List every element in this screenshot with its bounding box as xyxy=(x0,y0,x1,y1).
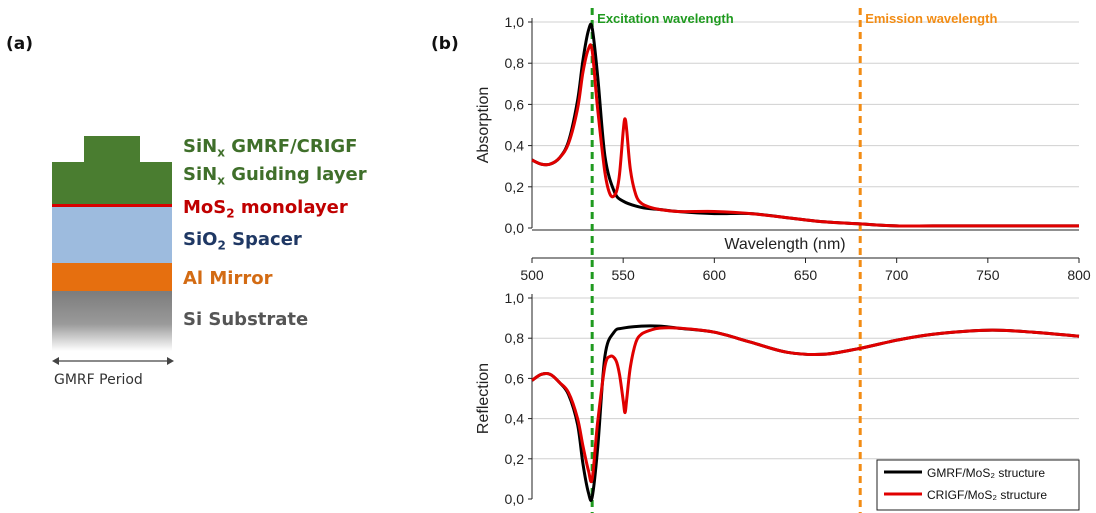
y-tick-label: 0,4 xyxy=(505,138,525,154)
crigf-curve xyxy=(531,43,1080,228)
legend-label: CRIGF/MoS₂ structure xyxy=(927,488,1047,502)
layer-label-mos2: MoS2 monolayer xyxy=(183,197,348,221)
y-axis-label: Absorption xyxy=(475,87,492,164)
layer-label-si: Si Substrate xyxy=(183,309,309,330)
al-mirror xyxy=(52,263,172,291)
period-label: GMRF Period xyxy=(54,372,143,388)
legend: GMRF/MoS₂ structure CRIGF/MoS₂ structure xyxy=(876,459,1080,511)
y-tick-label: 0,4 xyxy=(505,411,525,427)
mos2-layer xyxy=(52,204,172,207)
legend-box xyxy=(876,459,1080,511)
panel-b-label: (b) xyxy=(431,34,459,54)
y-tick-label: 0,6 xyxy=(505,370,525,386)
layer-label-al: Al Mirror xyxy=(183,268,273,289)
guiding-layer xyxy=(52,162,172,204)
layer-label-gmrf: SiNx GMRF/CRIGF xyxy=(183,136,358,160)
x-tick-label: 550 xyxy=(611,267,635,283)
y-tick-label: 0,0 xyxy=(505,220,525,236)
y-tick-label: 0,0 xyxy=(505,491,525,507)
y-tick-label: 0,2 xyxy=(505,451,525,467)
x-tick-label: 500 xyxy=(520,267,544,283)
y-tick-label: 0,2 xyxy=(505,179,525,195)
x-tick-label: 700 xyxy=(885,267,909,283)
gmrf-grating xyxy=(84,136,140,162)
panel-a-label: (a) xyxy=(6,34,34,54)
x-axis-label: Wavelength (nm) xyxy=(724,236,845,253)
x-tick-label: 750 xyxy=(976,267,1000,283)
y-tick-label: 1,0 xyxy=(505,290,525,306)
x-tick-label: 800 xyxy=(1067,267,1091,283)
crigf-curve xyxy=(531,326,1080,484)
legend-label: GMRF/MoS₂ structure xyxy=(927,466,1045,480)
layer-label-guiding: SiNx Guiding layer xyxy=(183,164,367,188)
x-tick-label: 650 xyxy=(794,267,818,283)
y-tick-label: 0,6 xyxy=(505,96,525,112)
emission-label: Emission wavelength xyxy=(865,11,997,26)
period-arrow xyxy=(52,357,174,365)
si-substrate xyxy=(52,291,172,351)
y-tick-label: 1,0 xyxy=(505,14,525,30)
y-axis-label: Reflection xyxy=(475,363,492,434)
y-tick-label: 0,8 xyxy=(505,55,525,71)
sio2-spacer xyxy=(52,207,172,263)
y-tick-label: 0,8 xyxy=(505,330,525,346)
layer-label-sio2: SiO2 Spacer xyxy=(183,229,302,253)
excitation-label: Excitation wavelength xyxy=(597,11,734,26)
x-tick-label: 600 xyxy=(703,267,727,283)
